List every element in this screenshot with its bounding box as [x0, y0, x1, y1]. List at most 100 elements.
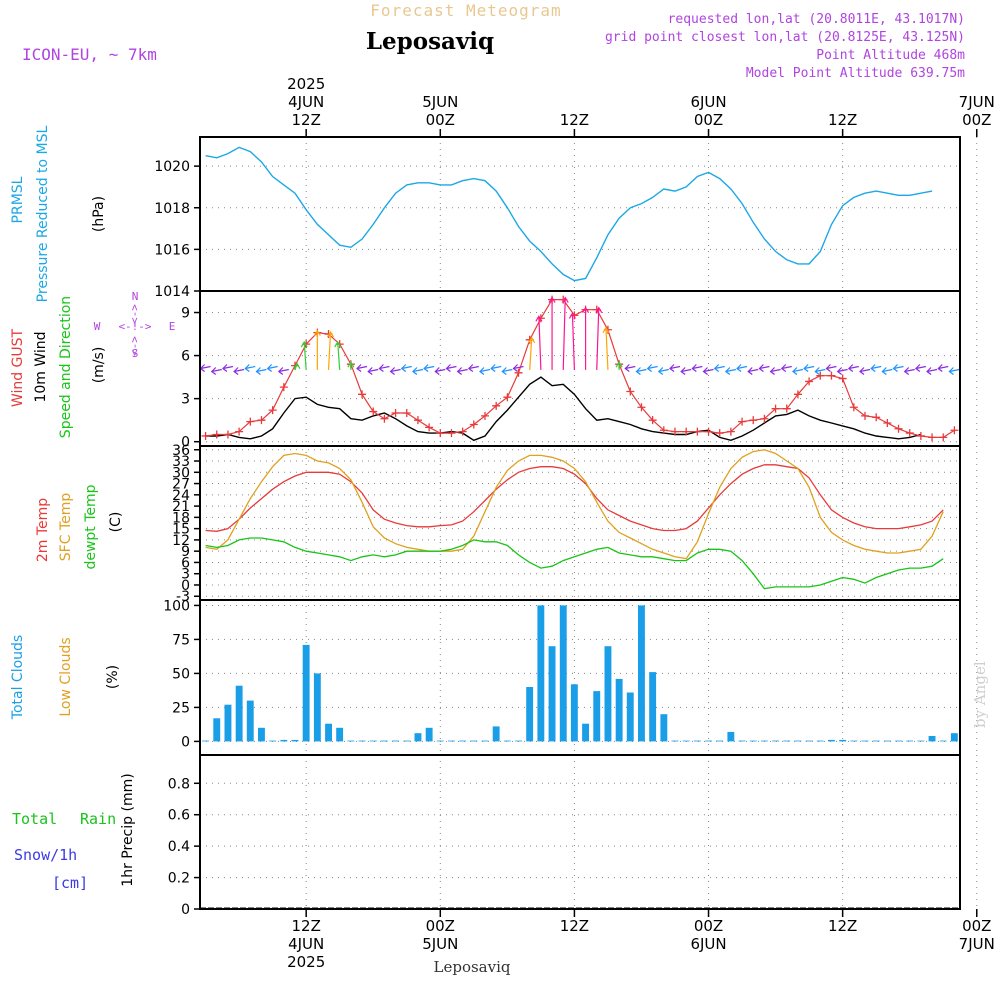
y-tick-label: 18: [172, 510, 190, 526]
wind-direction-arrow: [479, 368, 491, 373]
panel-frame: [199, 754, 961, 910]
wind-10m-label: 10m Wind: [33, 331, 49, 402]
wind-direction-arrow: [792, 368, 804, 373]
compass-s: S: [132, 347, 139, 360]
temp-unit: (C): [108, 512, 124, 533]
wind-direction-arrow: [938, 365, 949, 370]
bottom-tick-label: 00Z: [694, 917, 723, 935]
y-tick-label: 1016: [154, 242, 190, 258]
gust-marker: [659, 426, 668, 435]
cloud-bar: [213, 718, 221, 742]
wind-direction-arrowhead: [367, 367, 373, 375]
wind-direction-arrow: [669, 365, 681, 370]
gust-marker: [235, 427, 244, 436]
y-tick-label: 9: [181, 544, 190, 560]
cloud-bar: [928, 736, 936, 742]
cloud-bar: [749, 740, 757, 742]
y-tick-label: 1014: [154, 284, 190, 300]
bottom-tick-label: 2025: [287, 953, 325, 971]
wind-direction-arrow: [222, 365, 234, 370]
wind-direction-arrowhead: [378, 364, 384, 372]
wind-direction-arrowhead: [400, 364, 407, 372]
wind-direction-arrowhead: [769, 367, 776, 375]
wind-direction-arrow: [781, 365, 792, 370]
y-tick-label: 0: [181, 435, 190, 451]
wind-direction-arrow: [423, 365, 435, 370]
top-tick-label: 6JUN: [690, 93, 726, 111]
gust-marker: [861, 411, 869, 420]
cloud-bar: [939, 740, 947, 742]
wind-direction-arrow: [379, 365, 390, 370]
wind-direction-arrow: [390, 368, 401, 373]
panel-labels: PRMSL Pressure Reduced to MSL (hPa) Wind GU…: [10, 125, 175, 892]
temp-line-2: [205, 537, 944, 590]
wind-direction-arrow: [327, 332, 332, 370]
gust-marker: [928, 433, 937, 442]
wind-direction-arrowhead: [859, 367, 865, 375]
cloud-bar: [660, 714, 668, 742]
wind-direction-arrowhead: [870, 364, 876, 372]
gust-marker: [894, 424, 903, 433]
cloud-bar: [883, 740, 891, 742]
cloud-bar: [917, 740, 925, 742]
wind-direction-arrowhead: [277, 367, 284, 375]
wind-direction-arrowhead: [528, 336, 536, 344]
gust-marker: [682, 427, 691, 436]
cloud-bar: [537, 605, 545, 742]
cloud-bar: [347, 740, 355, 742]
compass-w: W: [94, 320, 101, 333]
cloud-bar: [302, 644, 310, 742]
cloud-bar: [615, 678, 623, 742]
wind-direction-arrowhead: [479, 367, 485, 375]
cloud-bar: [638, 605, 645, 742]
wind-direction-arrow: [596, 307, 600, 370]
compass-arrows: <-!->: [118, 320, 151, 333]
cloud-bar: [828, 739, 835, 742]
gust-marker: [246, 417, 255, 426]
gust-marker: [749, 416, 758, 425]
wind-direction-arrow: [681, 368, 692, 373]
gust-marker: [369, 407, 378, 416]
y-tick-label: 6: [181, 349, 190, 365]
bottom-tick-label: 7JUN: [959, 935, 995, 953]
y-tick-label: 0.2: [168, 871, 190, 887]
gust-marker: [671, 427, 679, 436]
cloud-bar: [682, 740, 690, 742]
cloud-bar: [258, 727, 265, 742]
y-tick-label: 0.8: [168, 776, 190, 792]
wind-direction-arrow: [256, 368, 267, 373]
wind-direction-arrowhead: [792, 367, 798, 375]
wind-direction-arrow: [211, 368, 222, 373]
cloud-bar: [436, 740, 444, 742]
wind-direction-arrow: [714, 365, 725, 370]
wind-direction-arrow: [703, 368, 714, 373]
wind-direction-arrowhead: [680, 367, 686, 375]
forecast-title: Forecast Meteogram: [370, 1, 561, 20]
wind-direction-arrow: [736, 365, 748, 370]
y-tick-label: 12: [172, 533, 190, 549]
y-tick-label: 3: [181, 567, 190, 583]
y-tick-label: 24: [172, 488, 190, 504]
pressure-line: [205, 146, 933, 282]
top-tick-label: 12Z: [560, 111, 589, 129]
y-tick-label: 1020: [154, 159, 190, 175]
gust-marker: [201, 431, 210, 440]
wind-direction-arrowhead: [423, 364, 429, 372]
top-tick-label: 12Z: [291, 111, 320, 129]
gust-marker: [916, 431, 925, 440]
wind-direction-arrowhead: [847, 364, 854, 372]
cloud-bar: [414, 733, 422, 742]
cloud-bar: [593, 691, 601, 742]
cloud-bar: [280, 739, 288, 742]
wind-direction-arrowhead: [467, 364, 474, 372]
cloud-bar: [235, 685, 243, 742]
y-tick-label: 25: [172, 700, 190, 716]
y-tick-label: 27: [172, 477, 190, 493]
wind-direction-arrowhead: [356, 364, 362, 372]
gust-marker: [380, 414, 389, 423]
bottom-tick-label: 00Z: [962, 917, 991, 935]
cloud-bar: [202, 740, 209, 742]
cloud-bar: [380, 740, 388, 742]
y-tick-label: 100: [163, 598, 190, 614]
wind-direction-arrow: [859, 368, 871, 373]
